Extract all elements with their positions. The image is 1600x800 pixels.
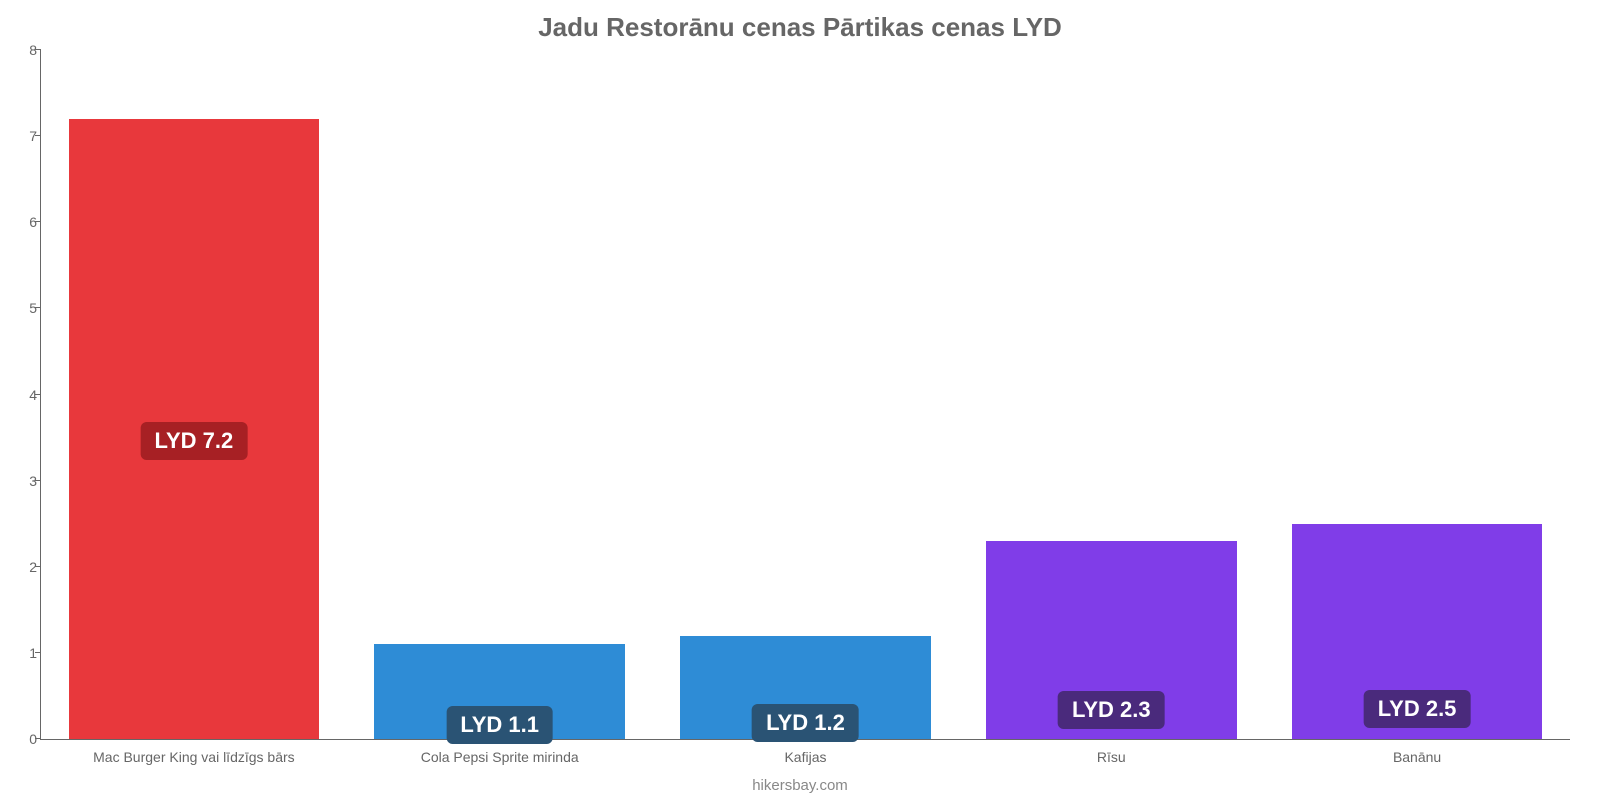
bar-value-label: LYD 1.1: [446, 706, 553, 744]
bar-value-label: LYD 2.5: [1364, 690, 1471, 728]
y-tick-mark: [35, 135, 41, 136]
y-tick-mark: [35, 394, 41, 395]
chart-title: Jadu Restorānu cenas Pārtikas cenas LYD: [0, 0, 1600, 51]
x-tick-label: Mac Burger King vai līdzīgs bārs: [93, 749, 295, 765]
y-tick-label: 7: [13, 128, 37, 144]
chart-area: LYD 7.2Mac Burger King vai līdzīgs bārsL…: [40, 50, 1570, 740]
bar: LYD 2.5: [1292, 524, 1543, 739]
bar-slot: LYD 7.2Mac Burger King vai līdzīgs bārs: [41, 50, 347, 739]
x-tick-label: Banānu: [1393, 749, 1441, 765]
y-tick-label: 2: [13, 559, 37, 575]
bar: LYD 1.2: [680, 636, 931, 739]
y-tick-label: 5: [13, 300, 37, 316]
y-tick-label: 3: [13, 473, 37, 489]
bar-slot: LYD 1.2Kafijas: [653, 50, 959, 739]
x-tick-label: Cola Pepsi Sprite mirinda: [421, 749, 579, 765]
y-tick-label: 4: [13, 387, 37, 403]
bar-value-label: LYD 2.3: [1058, 691, 1165, 729]
bar: LYD 7.2: [69, 119, 320, 739]
y-tick-mark: [35, 652, 41, 653]
bar-slot: LYD 2.5Banānu: [1264, 50, 1570, 739]
y-tick-label: 8: [13, 42, 37, 58]
bar-value-label: LYD 7.2: [141, 422, 248, 460]
bar-value-label: LYD 1.2: [752, 704, 859, 742]
y-tick-mark: [35, 480, 41, 481]
attribution-text: hikersbay.com: [0, 777, 1600, 794]
y-tick-label: 6: [13, 214, 37, 230]
y-tick-mark: [35, 566, 41, 567]
y-tick-label: 1: [13, 645, 37, 661]
bar: LYD 1.1: [374, 644, 625, 739]
bar-slot: LYD 1.1Cola Pepsi Sprite mirinda: [347, 50, 653, 739]
y-tick-mark: [35, 221, 41, 222]
y-tick-mark: [35, 49, 41, 50]
y-tick-mark: [35, 738, 41, 739]
bar: LYD 2.3: [986, 541, 1237, 739]
y-tick-label: 0: [13, 731, 37, 747]
plot-region: LYD 7.2Mac Burger King vai līdzīgs bārsL…: [40, 50, 1570, 740]
y-tick-mark: [35, 307, 41, 308]
bar-slot: LYD 2.3Rīsu: [958, 50, 1264, 739]
x-tick-label: Rīsu: [1097, 749, 1126, 765]
bars-container: LYD 7.2Mac Burger King vai līdzīgs bārsL…: [41, 50, 1570, 739]
x-tick-label: Kafijas: [784, 749, 826, 765]
